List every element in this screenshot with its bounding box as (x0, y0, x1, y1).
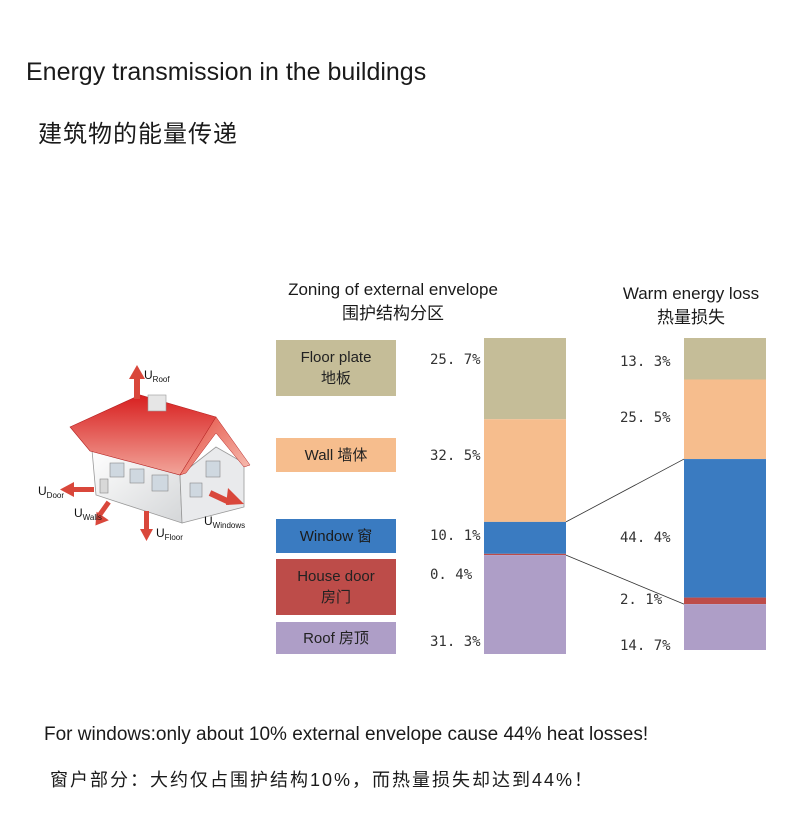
footer-note-zh: 窗户部分：大约仅占围护结构10%，而热量损失却达到44%！ (50, 770, 595, 790)
label-u-floor: UFloor (156, 526, 183, 542)
door (99, 478, 109, 494)
legend-label: Floor plate (300, 349, 372, 366)
envelope-bar-segment (484, 419, 566, 522)
label-u-walls: UWalls (74, 506, 102, 522)
legend-label-zh: 房门 (320, 589, 351, 606)
arrow-windows (208, 490, 232, 506)
loss-value-label: 13. 3% (620, 354, 671, 370)
page-title: Energy transmission in the buildings (26, 58, 427, 86)
envelope-chart-heading: Zoning of external envelope 围护结构分区 (262, 278, 524, 326)
chimney (147, 394, 167, 412)
arrow-floor (144, 511, 149, 531)
envelope-bar-segment (484, 555, 566, 654)
loss-value-label: 25. 5% (620, 410, 671, 426)
loss-value-label: 14. 7% (620, 638, 671, 654)
arrow-walls (97, 500, 111, 517)
legend-label: Wall 墙体 (304, 446, 368, 464)
footer-note-en: For windows:only about 10% external enve… (44, 724, 649, 745)
arrow-roof (134, 377, 140, 399)
label-u-windows: UWindows (204, 514, 245, 530)
legend-item-window: Window 窗 (276, 519, 396, 553)
envelope-bar-segment (484, 553, 566, 556)
envelope-value-label: 25. 7% (430, 352, 481, 368)
page-subtitle: 建筑物的能量传递 (38, 121, 238, 148)
window (189, 482, 203, 498)
envelope-chart-subtitle: 围护结构分区 (342, 304, 444, 323)
window (109, 462, 125, 478)
window (205, 460, 221, 478)
label-u-roof: URoof (144, 368, 170, 384)
loss-chart-heading: Warm energy loss 热量损失 (600, 282, 782, 330)
window-connector-line (565, 458, 685, 523)
loss-value-label: 2. 1% (620, 592, 663, 608)
loss-bar-segment (684, 597, 766, 605)
heat-arrows (60, 365, 244, 541)
house-illustration: URoof UDoor UWalls UFloor UWindows (38, 365, 251, 542)
loss-chart-title: Warm energy loss (622, 284, 760, 303)
legend-label: Roof 房顶 (303, 629, 369, 647)
window (129, 468, 145, 484)
legend-item-floor-plate: Floor plate 地板 (276, 340, 396, 396)
loss-bar-segment (684, 338, 766, 380)
legend-item-roof: Roof 房顶 (276, 622, 396, 654)
legend-label-zh: 地板 (320, 370, 351, 387)
envelope-value-label: 10. 1% (430, 528, 481, 544)
envelope-value-label: 0. 4% (430, 567, 473, 583)
window (151, 474, 169, 492)
loss-chart-subtitle: 热量损失 (657, 308, 725, 327)
envelope-bar-segment (484, 521, 566, 554)
envelope-value-label: 31. 3% (430, 634, 481, 650)
envelope-bar-segment (484, 338, 566, 420)
legend-label: House door (297, 568, 375, 585)
legend-item-house-door: House door 房门 (276, 559, 396, 615)
loss-bar-segment (684, 459, 766, 598)
envelope-value-label: 32. 5% (430, 448, 481, 464)
loss-bar-segment (684, 604, 766, 650)
legend-label: Window 窗 (299, 527, 373, 545)
legend-item-wall: Wall 墙体 (276, 438, 396, 472)
arrow-door (72, 487, 94, 492)
window-connector-line (565, 554, 685, 605)
loss-value-label: 44. 4% (620, 530, 671, 546)
label-u-door: UDoor (38, 484, 64, 500)
loss-bar-segment (684, 379, 766, 460)
envelope-chart-title: Zoning of external envelope (288, 280, 498, 299)
